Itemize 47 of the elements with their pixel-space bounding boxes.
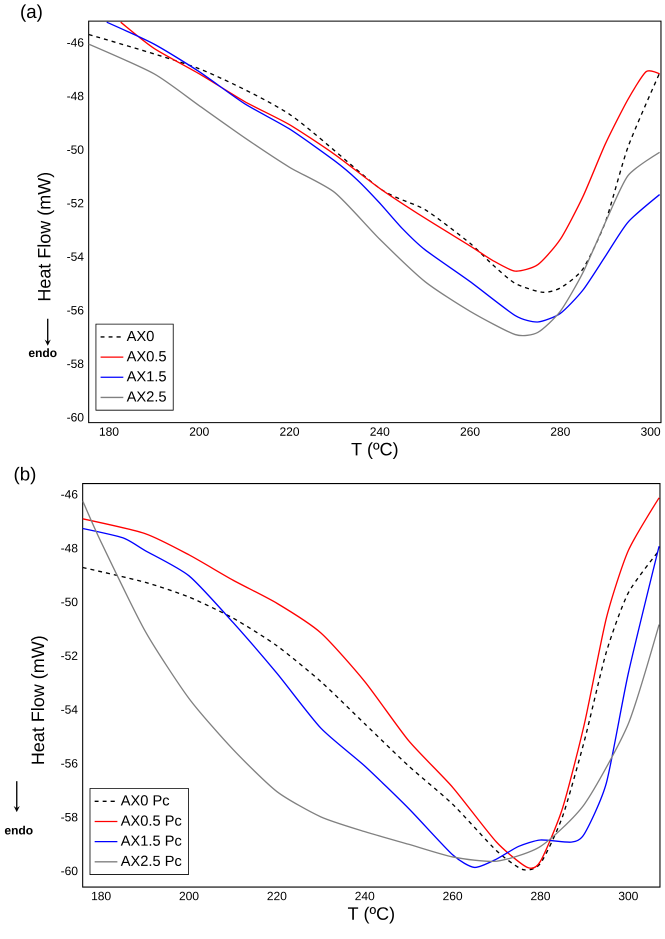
text: endo (4, 826, 33, 835)
x-tick-label: 300 (641, 427, 660, 436)
x-tick-label: 200 (180, 892, 199, 900)
y-tick-label: -60 (61, 866, 78, 876)
y-axis-title: Heat Flow (mW) (31, 636, 48, 764)
y-tick-label: -56 (67, 306, 84, 314)
x-tick-label: 200 (190, 427, 209, 436)
legend-label: AX0 Pc (120, 795, 170, 806)
y-tick-label: -52 (61, 651, 78, 660)
chart-title: (a) (21, 4, 42, 22)
x-tick-label: 180 (100, 427, 119, 436)
x-tick-label: 280 (531, 892, 550, 900)
legend-label: AX2.5 (126, 391, 166, 402)
y-tick-label: -58 (67, 359, 84, 368)
legend-label: AX0.5 (126, 351, 166, 362)
x-tick-label: 240 (355, 892, 374, 900)
y-tick-label: -58 (61, 812, 78, 822)
legend-label: AX0 (126, 330, 154, 342)
line-series (120, 22, 660, 272)
legend-label: AX1.5 Pc (120, 836, 182, 846)
x-axis-title: T (ºC) (351, 442, 398, 460)
y-tick-label: -50 (67, 145, 84, 154)
y-tick-label: -48 (67, 92, 84, 100)
y-tick-label: -46 (61, 490, 78, 499)
y-tick-label: -52 (67, 198, 84, 208)
x-tick-label: 260 (443, 892, 462, 900)
y-tick-label: -48 (61, 544, 78, 552)
y-tick-label: -60 (67, 413, 84, 422)
y-tick-label: -46 (67, 38, 84, 47)
x-tick-label: 180 (92, 892, 111, 900)
x-tick-label: 240 (370, 427, 390, 436)
x-tick-label: 220 (280, 427, 300, 436)
x-tick-label: 220 (267, 892, 286, 900)
y-tick-label: -54 (67, 252, 84, 261)
y-tick-label: -56 (61, 759, 78, 768)
chart-title: (b) (14, 466, 36, 484)
y-tick-label: -54 (61, 705, 78, 714)
x-tick-label: 300 (618, 892, 638, 900)
y-tick-label: -50 (61, 598, 78, 606)
legend-label: AX1.5 (126, 371, 166, 382)
text: endo (28, 348, 57, 358)
legend-label: AX2.5 Pc (120, 856, 182, 866)
x-tick-label: 260 (460, 427, 480, 436)
x-tick-label: 280 (550, 427, 570, 436)
y-axis-title: Heat Flow (mW) (37, 172, 54, 300)
x-axis-title: T (ºC) (348, 906, 394, 924)
legend-label: AX0.5 Pc (120, 815, 182, 826)
